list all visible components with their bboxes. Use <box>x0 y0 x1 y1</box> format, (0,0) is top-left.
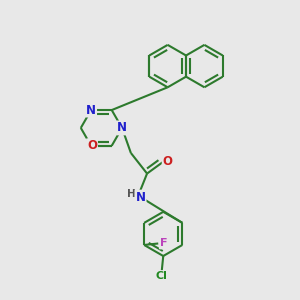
Text: Cl: Cl <box>156 271 168 281</box>
Text: H: H <box>128 189 136 199</box>
Text: F: F <box>160 238 167 248</box>
Text: O: O <box>87 139 97 152</box>
Text: N: N <box>136 190 146 204</box>
Text: N: N <box>86 103 96 117</box>
Text: O: O <box>163 155 173 168</box>
Text: N: N <box>117 122 127 134</box>
